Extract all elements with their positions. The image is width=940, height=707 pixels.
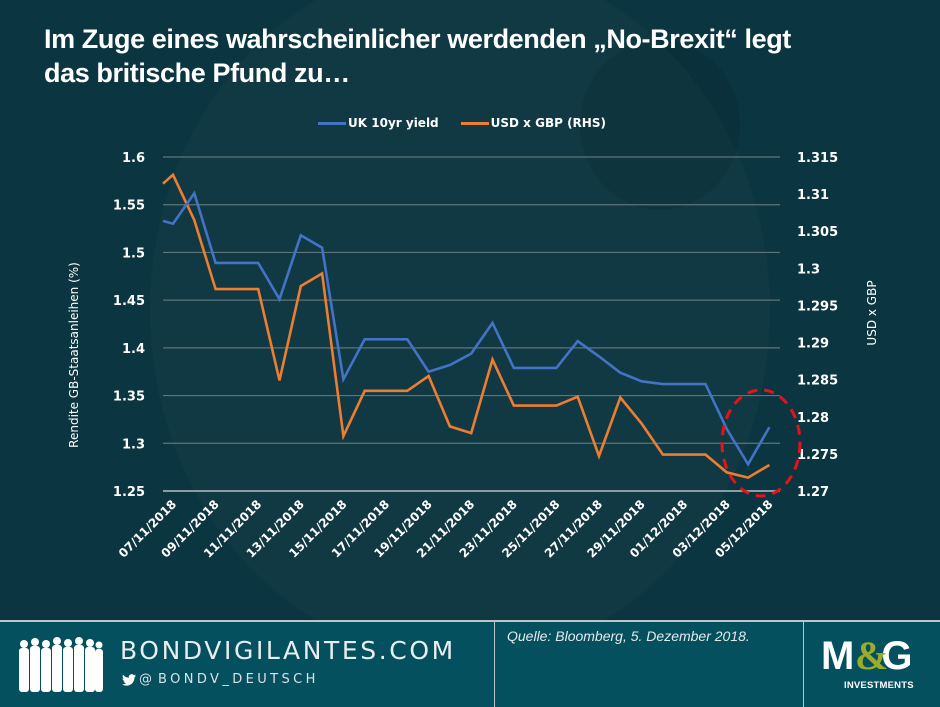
y-right-tick-label: 1.315	[797, 151, 838, 166]
series-line-usd-gbp	[163, 175, 769, 478]
handle-at-sign: @	[139, 672, 152, 687]
handle-text: BONDV_DEUTSCH	[158, 672, 319, 687]
y-right-tick-label: 1.3	[797, 262, 820, 277]
y-left-tick-label: 1.35	[113, 390, 145, 405]
y-right-tick-label: 1.27	[797, 485, 829, 500]
source-note: Quelle: Bloomberg, 5. Dezember 2018.	[507, 628, 750, 644]
footer-divider	[494, 622, 495, 707]
y-right-tick-label: 1.295	[797, 299, 838, 314]
y-left-tick-label: 1.6	[122, 151, 145, 166]
twitter-bird-icon	[122, 674, 136, 686]
y-right-tick-label: 1.275	[797, 448, 838, 463]
y-left-tick-label: 1.5	[122, 246, 145, 261]
line-chart: 1.251.31.351.41.451.51.551.6 1.271.2751.…	[0, 0, 940, 620]
y-axis-left-ticks: 1.25 1.3 1.35 1.4 1.45 1.5 1.55 1.6	[113, 151, 145, 500]
y-left-tick-label: 1.45	[113, 294, 145, 309]
logo-m: M	[821, 634, 851, 678]
footer-divider	[803, 622, 804, 707]
y-axis-left-title: Rendite GB-Staatsanleihen (%)	[67, 262, 81, 448]
gridlines	[163, 157, 780, 491]
y-right-tick-label: 1.31	[797, 188, 829, 203]
y-right-tick-label: 1.285	[797, 374, 838, 389]
y-axis-right-title: USD x GBP	[865, 280, 879, 345]
people-silhouette-icon	[16, 634, 104, 694]
y-right-tick-label: 1.28	[797, 411, 829, 426]
twitter-handle[interactable]: @ BONDV_DEUTSCH	[122, 672, 319, 687]
logo-subtitle: INVESTMENTS	[844, 680, 914, 691]
series-group	[163, 175, 769, 478]
site-name[interactable]: BONDVIGILANTES.COM	[120, 636, 456, 665]
y-left-tick-label: 1.4	[122, 342, 145, 357]
y-left-tick-label: 1.25	[113, 485, 145, 500]
y-right-tick-label: 1.305	[797, 225, 838, 240]
y-left-tick-label: 1.3	[122, 437, 145, 452]
logo-ampersand: &	[855, 636, 888, 676]
x-axis-ticks: 07/11/201809/11/201811/11/201813/11/2018…	[116, 497, 776, 560]
y-axis-right-ticks: 1.27 1.275 1.28 1.285 1.29 1.295 1.3 1.305 1.31 1…	[797, 151, 838, 500]
footer: BONDVIGILANTES.COM @ BONDV_DEUTSCH Quell…	[0, 620, 940, 707]
y-left-tick-label: 1.55	[113, 199, 145, 214]
series-line-uk-10yr-yield	[163, 193, 769, 464]
y-right-tick-label: 1.29	[797, 337, 829, 352]
